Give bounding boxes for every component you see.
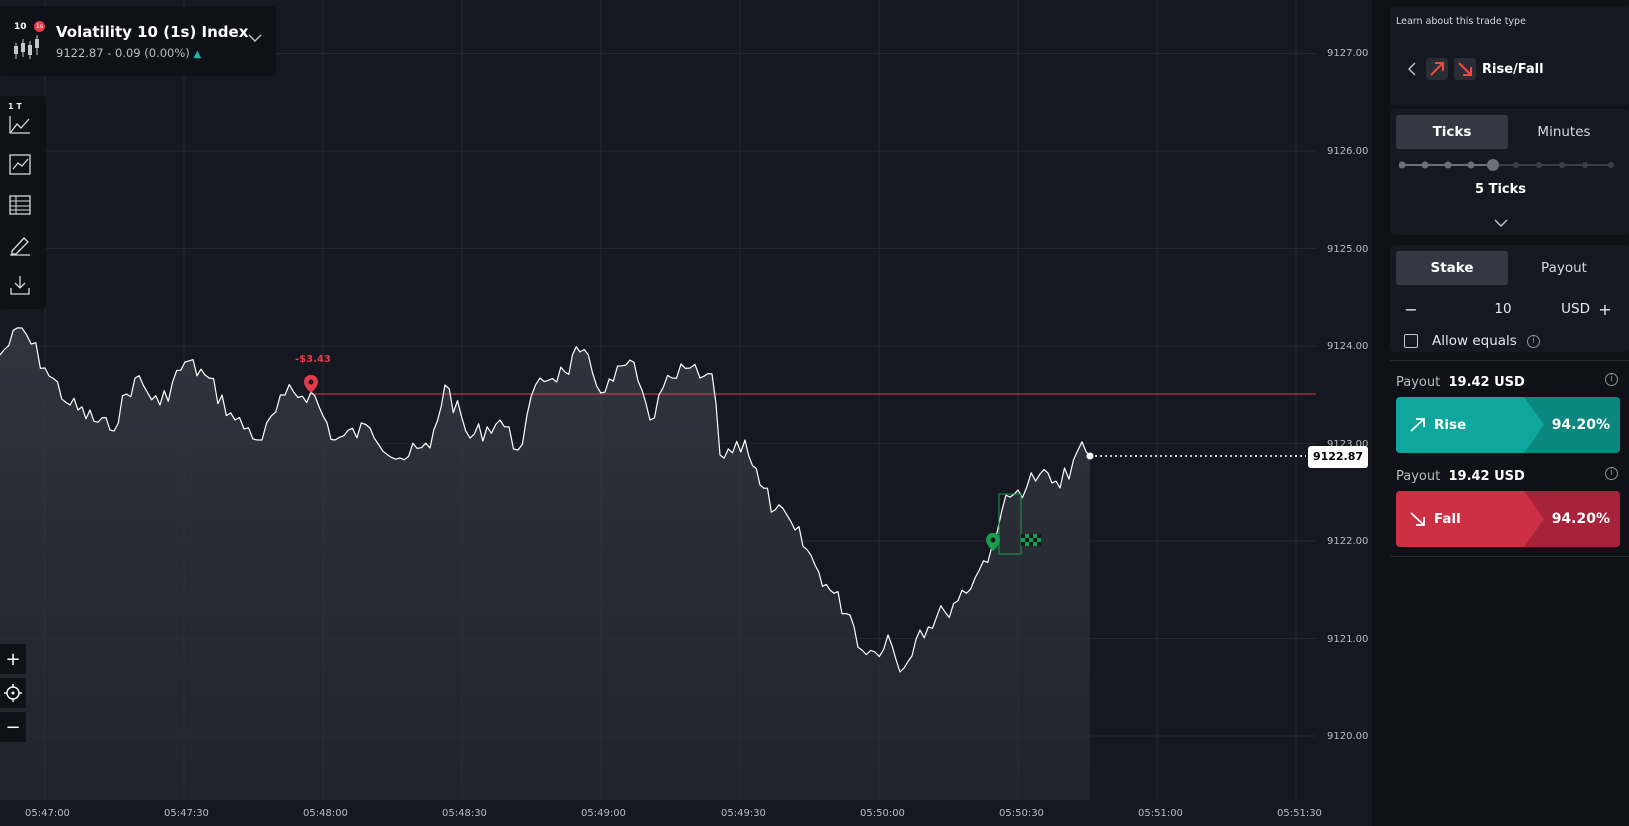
allow-equals-row[interactable]: Allow equals i	[1404, 333, 1540, 349]
table-icon[interactable]	[0, 188, 40, 222]
indicators-icon[interactable]	[0, 148, 40, 182]
stake-decrease-button[interactable]: −	[1404, 299, 1418, 319]
zoom-out-button[interactable]: −	[0, 712, 26, 742]
rise-label: Rise	[1408, 416, 1466, 434]
symbol-price-line: 9122.87 - 0.09 (0.00%)	[56, 45, 190, 60]
y-axis-label: 9123.00	[1327, 439, 1369, 450]
chart-type-icon[interactable]	[0, 108, 40, 142]
rise-payout-value: 19.42 USD	[1448, 375, 1525, 390]
rise-arrow-icon	[1410, 418, 1425, 432]
info-icon[interactable]: i	[1605, 373, 1618, 386]
tab-ticks[interactable]: Ticks	[1396, 115, 1508, 149]
x-axis-label: 05:51:00	[1138, 808, 1183, 819]
zoom-in-button[interactable]: +	[0, 644, 26, 674]
info-icon[interactable]: i	[1526, 334, 1540, 348]
x-axis-label: 05:50:00	[860, 808, 905, 819]
y-axis-label: 9127.00	[1327, 48, 1369, 59]
x-axis-label: 05:48:00	[303, 808, 348, 819]
tab-stake[interactable]: Stake	[1396, 251, 1508, 285]
rise-arrow-icon	[1426, 58, 1448, 80]
trade-panel: Learn about this trade type Rise/Fall Ti…	[1372, 0, 1629, 826]
divider	[1390, 360, 1629, 361]
x-axis-label: 05:50:30	[999, 808, 1044, 819]
contract-duration-box	[998, 493, 1022, 555]
tab-payout[interactable]: Payout	[1541, 260, 1587, 276]
stake-increase-button[interactable]: +	[1598, 299, 1612, 319]
download-icon[interactable]	[0, 268, 40, 302]
symbol-selector[interactable]: 10 1s Volatility 10 (1s) Index 9122.87 -…	[0, 6, 276, 76]
symbol-badge: 1s	[34, 21, 45, 32]
stake-input[interactable]: 10	[1494, 301, 1512, 317]
x-axis-label: 05:48:30	[442, 808, 487, 819]
info-icon[interactable]: i	[1605, 467, 1618, 480]
divider	[1390, 556, 1629, 557]
volatility-index-icon: 10 1s	[12, 21, 45, 61]
fall-arrow-icon	[1410, 512, 1425, 526]
y-axis-label: 9121.00	[1327, 634, 1369, 645]
fall-button-bg	[1524, 491, 1620, 547]
fall-arrow-icon	[1454, 58, 1476, 80]
stake-currency: USD	[1561, 301, 1590, 317]
x-axis-label: 05:49:30	[721, 808, 766, 819]
chart-toolbar: 1 T	[0, 96, 46, 309]
fall-button[interactable]: Fall 94.20%	[1396, 491, 1620, 547]
contract-profit-label[interactable]: -$3.43	[295, 354, 331, 365]
rise-payout: Payout 19.42 USD	[1396, 375, 1525, 390]
drawing-tools-icon[interactable]	[0, 228, 40, 262]
duration-slider[interactable]	[1399, 158, 1617, 172]
rise-label-text: Rise	[1434, 417, 1467, 433]
current-price-tag: 9122.87	[1308, 446, 1368, 468]
chevron-left-icon[interactable]	[1406, 62, 1418, 76]
trade-type-name: Rise/Fall	[1482, 61, 1544, 77]
stake-tabs: Stake Payout	[1396, 251, 1620, 285]
fall-payout-value: 19.42 USD	[1448, 469, 1525, 484]
y-axis-label: 9124.00	[1327, 341, 1369, 352]
rise-percent: 94.20%	[1551, 417, 1610, 433]
interval-label[interactable]: 1 T	[8, 102, 22, 111]
crosshair-icon	[4, 684, 22, 702]
allow-equals-label: Allow equals	[1432, 333, 1517, 349]
rise-payout-label: Payout	[1396, 375, 1441, 390]
fall-percent: 94.20%	[1551, 511, 1610, 527]
contract-entry-marker-icon[interactable]	[304, 375, 318, 393]
chevron-down-icon[interactable]	[248, 33, 262, 43]
fall-payout: Payout 19.42 USD	[1396, 469, 1525, 484]
symbol-name: Volatility 10 (1s) Index	[56, 22, 249, 41]
fall-payout-label: Payout	[1396, 469, 1441, 484]
y-axis-label: 9125.00	[1327, 244, 1369, 255]
tab-minutes[interactable]: Minutes	[1537, 124, 1591, 140]
rise-button-bg	[1524, 397, 1620, 453]
price-chart[interactable]	[0, 0, 1372, 826]
symbol-price: 9122.87 - 0.09 (0.00%) ▲	[56, 46, 248, 60]
current-price-dot	[1086, 452, 1094, 460]
x-axis-label: 05:47:00	[25, 808, 70, 819]
price-area	[0, 327, 1090, 800]
fall-label: Fall	[1408, 510, 1461, 528]
y-axis-label: 9120.00	[1327, 731, 1369, 742]
duration-value: 5 Ticks	[1475, 182, 1526, 197]
crosshair-button[interactable]	[0, 678, 26, 708]
chart-area[interactable]: 10 1s Volatility 10 (1s) Index 9122.87 -…	[0, 0, 1372, 826]
fall-label-text: Fall	[1434, 511, 1461, 527]
finish-flag-icon	[1021, 534, 1041, 546]
rise-button[interactable]: Rise 94.20%	[1396, 397, 1620, 453]
price-line	[0, 327, 1091, 673]
y-axis-label: 9126.00	[1327, 146, 1369, 157]
x-axis-label: 05:51:30	[1277, 808, 1322, 819]
contract-start-marker-icon[interactable]	[986, 533, 1000, 551]
learn-trade-type-link[interactable]: Learn about this trade type	[1396, 16, 1526, 27]
x-axis-label: 05:47:30	[164, 808, 209, 819]
trade-type-selector[interactable]: Rise/Fall	[1396, 37, 1620, 101]
allow-equals-checkbox[interactable]	[1404, 334, 1418, 348]
symbol-code: 10	[14, 22, 27, 32]
duration-tabs: Ticks Minutes	[1396, 115, 1620, 149]
up-arrow-icon: ▲	[193, 48, 202, 60]
x-axis-label: 05:49:00	[581, 808, 626, 819]
stake-input-row: − 10 USD +	[1396, 296, 1620, 322]
y-axis-label: 9122.00	[1327, 536, 1369, 547]
chevron-down-icon[interactable]	[1494, 218, 1508, 228]
